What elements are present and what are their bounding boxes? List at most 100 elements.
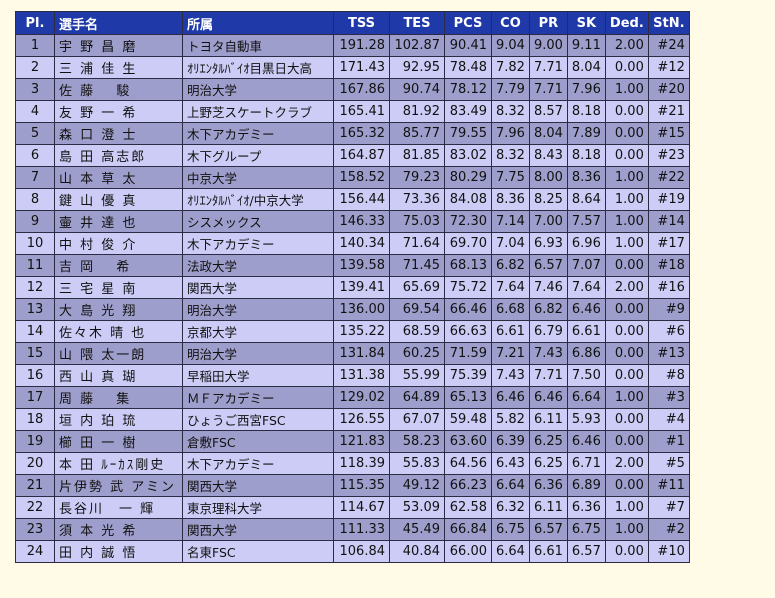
co-cell: 6.64 bbox=[492, 541, 529, 562]
co-cell: 6.75 bbox=[492, 519, 529, 540]
skater-name-cell: 片伊勢 武 アミン bbox=[55, 475, 182, 496]
table-row: 13 大 島 光 翔明治大学 136.00 69.54 66.46 6.68 6.82 6.4… bbox=[16, 299, 689, 320]
co-cell: 5.82 bbox=[492, 409, 529, 430]
start-number-cell: #4 bbox=[648, 409, 689, 430]
sk-cell: 8.04 bbox=[567, 57, 605, 78]
club-cell: ひょうご西宮FSC bbox=[183, 409, 333, 430]
skater-name-cell: 大 島 光 翔 bbox=[55, 299, 182, 320]
deductions-cell: 2.00 bbox=[605, 453, 648, 474]
place-cell: 16 bbox=[16, 365, 54, 386]
header-cell-deductions: Ded. bbox=[605, 12, 648, 34]
tss-cell: 114.67 bbox=[334, 497, 389, 518]
header-cell-club: 所属 bbox=[183, 12, 333, 34]
place-cell: 15 bbox=[16, 343, 54, 364]
tss-cell: 115.35 bbox=[334, 475, 389, 496]
sk-cell: 7.57 bbox=[567, 211, 605, 232]
deductions-cell: 1.00 bbox=[605, 387, 648, 408]
pcs-cell: 83.02 bbox=[445, 145, 491, 166]
co-cell: 7.04 bbox=[492, 233, 529, 254]
tes-cell: 55.83 bbox=[390, 453, 444, 474]
place-cell: 3 bbox=[16, 79, 54, 100]
place-cell: 2 bbox=[16, 57, 54, 78]
start-number-cell: #16 bbox=[648, 277, 689, 298]
deductions-cell: 2.00 bbox=[605, 277, 648, 298]
header-cell-pr: PR bbox=[529, 12, 567, 34]
tss-cell: 171.43 bbox=[334, 57, 389, 78]
place-cell: 12 bbox=[16, 277, 54, 298]
sk-cell: 7.64 bbox=[567, 277, 605, 298]
co-cell: 7.75 bbox=[492, 167, 529, 188]
deductions-cell: 0.00 bbox=[605, 431, 648, 452]
place-cell: 14 bbox=[16, 321, 54, 342]
deductions-cell: 0.00 bbox=[605, 475, 648, 496]
deductions-cell: 0.00 bbox=[605, 145, 648, 166]
tss-cell: 139.41 bbox=[334, 277, 389, 298]
club-cell: シスメックス bbox=[183, 211, 333, 232]
pr-cell: 6.57 bbox=[529, 519, 567, 540]
tss-cell: 136.00 bbox=[334, 299, 389, 320]
table-row: 16 西 山 真 瑚早稲田大学 131.38 55.99 75.39 7.43 7.71 7.… bbox=[16, 365, 689, 386]
tss-cell: 156.44 bbox=[334, 189, 389, 210]
start-number-cell: #1 bbox=[648, 431, 689, 452]
pcs-cell: 79.55 bbox=[445, 123, 491, 144]
pr-cell: 6.93 bbox=[529, 233, 567, 254]
sk-cell: 8.64 bbox=[567, 189, 605, 210]
tss-cell: 118.39 bbox=[334, 453, 389, 474]
deductions-cell: 1.00 bbox=[605, 497, 648, 518]
start-number-cell: #20 bbox=[648, 79, 689, 100]
pr-cell: 7.46 bbox=[529, 277, 567, 298]
pcs-cell: 83.49 bbox=[445, 101, 491, 122]
club-cell: ｵﾘｴﾝﾀﾙﾊﾞｲｵ/中京大学 bbox=[183, 189, 333, 210]
sk-cell: 8.36 bbox=[567, 167, 605, 188]
table-row: 14 佐々木 晴 也京都大学 135.22 68.59 66.63 6.61 6.79 6.6… bbox=[16, 321, 689, 342]
skater-name-cell: 佐 藤 駿 bbox=[55, 79, 182, 100]
pcs-cell: 90.41 bbox=[445, 35, 491, 56]
pr-cell: 6.57 bbox=[529, 255, 567, 276]
pr-cell: 6.25 bbox=[529, 431, 567, 452]
tes-cell: 65.69 bbox=[390, 277, 444, 298]
start-number-cell: #12 bbox=[648, 57, 689, 78]
tes-cell: 68.59 bbox=[390, 321, 444, 342]
start-number-cell: #10 bbox=[648, 541, 689, 562]
deductions-cell: 1.00 bbox=[605, 519, 648, 540]
club-cell: ＭＦアカデミー bbox=[183, 387, 333, 408]
pr-cell: 6.36 bbox=[529, 475, 567, 496]
co-cell: 9.04 bbox=[492, 35, 529, 56]
place-cell: 21 bbox=[16, 475, 54, 496]
tss-cell: 140.34 bbox=[334, 233, 389, 254]
pr-cell: 7.71 bbox=[529, 57, 567, 78]
pr-cell: 8.43 bbox=[529, 145, 567, 166]
pr-cell: 6.61 bbox=[529, 541, 567, 562]
sk-cell: 6.71 bbox=[567, 453, 605, 474]
tss-cell: 131.38 bbox=[334, 365, 389, 386]
skater-name-cell: 本 田 ﾙｰｶｽ剛史 bbox=[55, 453, 182, 474]
tes-cell: 49.12 bbox=[390, 475, 444, 496]
tes-cell: 53.09 bbox=[390, 497, 444, 518]
co-cell: 6.43 bbox=[492, 453, 529, 474]
pcs-cell: 78.12 bbox=[445, 79, 491, 100]
tes-cell: 71.45 bbox=[390, 255, 444, 276]
place-cell: 9 bbox=[16, 211, 54, 232]
sk-cell: 6.75 bbox=[567, 519, 605, 540]
table-row: 19 櫛 田 一 樹倉敷FSC 121.83 58.23 63.60 6.39 6.25 6.… bbox=[16, 431, 689, 452]
sk-cell: 7.96 bbox=[567, 79, 605, 100]
header-cell-co: CO bbox=[492, 12, 529, 34]
deductions-cell: 0.00 bbox=[605, 255, 648, 276]
tss-cell: 129.02 bbox=[334, 387, 389, 408]
deductions-cell: 0.00 bbox=[605, 57, 648, 78]
start-number-cell: #14 bbox=[648, 211, 689, 232]
pcs-cell: 66.23 bbox=[445, 475, 491, 496]
co-cell: 6.82 bbox=[492, 255, 529, 276]
skater-name-cell: 田 内 誠 悟 bbox=[55, 541, 182, 562]
skater-name-cell: 西 山 真 瑚 bbox=[55, 365, 182, 386]
start-number-cell: #17 bbox=[648, 233, 689, 254]
tes-cell: 55.99 bbox=[390, 365, 444, 386]
place-cell: 4 bbox=[16, 101, 54, 122]
table-row: 23 須 本 光 希関西大学 111.33 45.49 66.84 6.75 6.57 6.7… bbox=[16, 519, 689, 540]
tss-cell: 165.32 bbox=[334, 123, 389, 144]
